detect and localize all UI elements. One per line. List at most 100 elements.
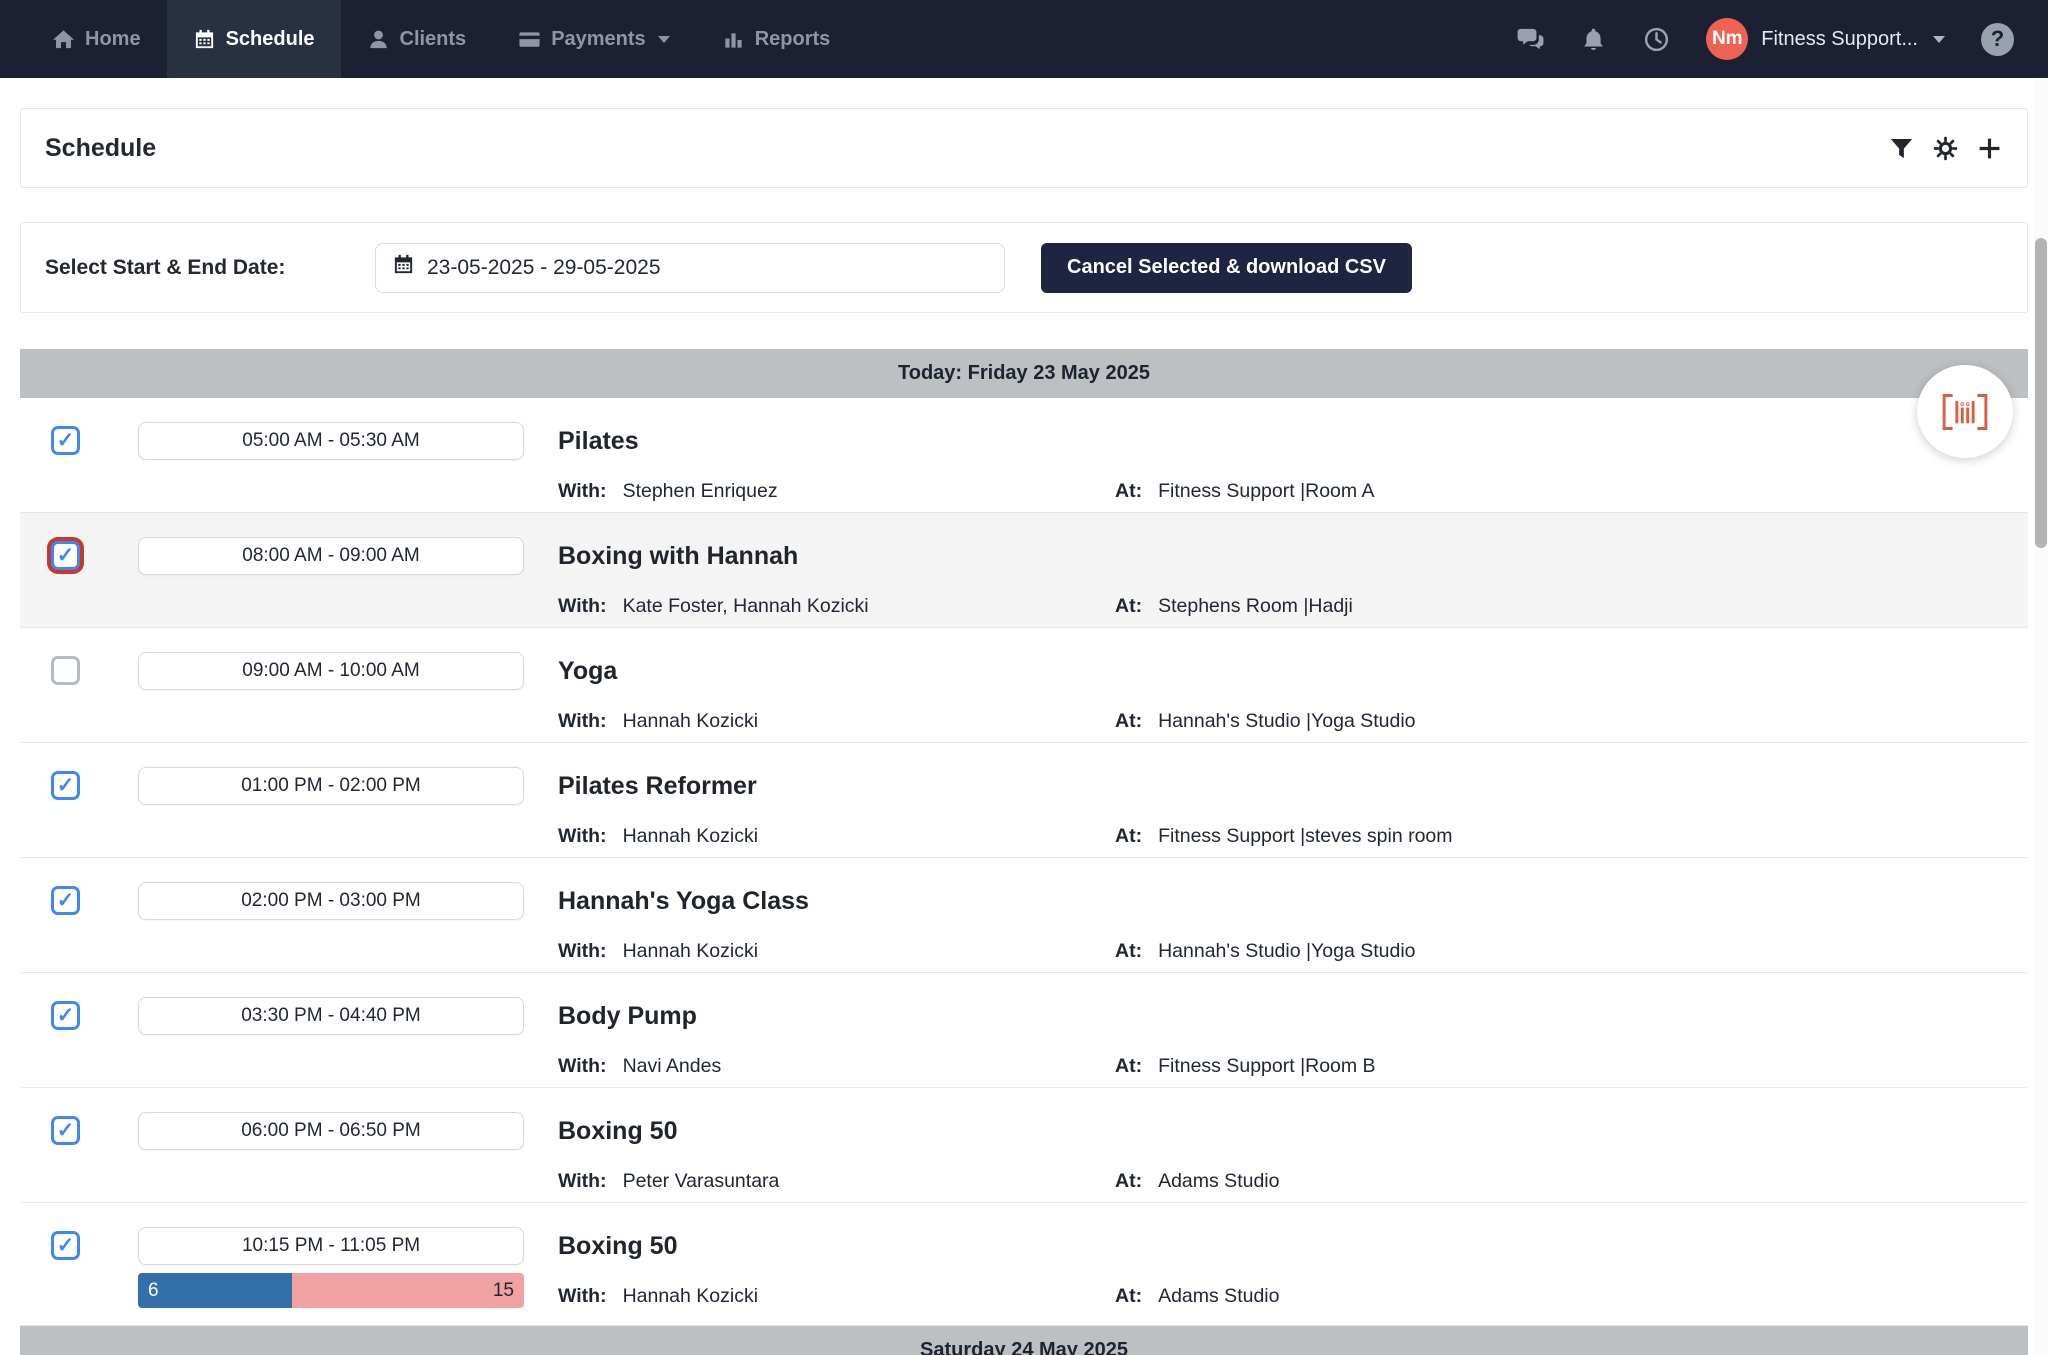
nav-item-label: Schedule — [226, 28, 315, 51]
bell-icon[interactable] — [1580, 26, 1607, 53]
class-title: Pilates Reformer — [558, 767, 2028, 805]
with-pair: With: Peter Varasuntara — [558, 1170, 1115, 1193]
location: Fitness Support |Room B — [1158, 1055, 1376, 1078]
row-checkbox[interactable] — [51, 771, 80, 800]
time-range-pill[interactable]: 02:00 PM - 03:00 PM — [138, 882, 524, 920]
class-cell: Yoga With: Hannah Kozicki At: Hannah's S… — [558, 652, 2028, 742]
nav-items: Home Schedule Clients Payments Reports — [26, 0, 856, 78]
time-cell: 10:15 PM - 11:05 PM 6 15 — [138, 1227, 558, 1325]
time-range-pill[interactable]: 03:30 PM - 04:40 PM — [138, 997, 524, 1035]
help-icon[interactable] — [1981, 23, 2014, 56]
time-cell: 02:00 PM - 03:00 PM — [138, 882, 558, 972]
cancel-download-csv-button[interactable]: Cancel Selected & download CSV — [1041, 243, 1412, 293]
with-pair: With: Hannah Kozicki — [558, 825, 1115, 848]
at-pair: At: Adams Studio — [1115, 1170, 2028, 1193]
top-navbar: Home Schedule Clients Payments Reports N… — [0, 0, 2048, 78]
time-range-pill[interactable]: 09:00 AM - 10:00 AM — [138, 652, 524, 690]
capacity-booked-count: 6 — [138, 1273, 292, 1308]
time-range-pill[interactable]: 06:00 PM - 06:50 PM — [138, 1112, 524, 1150]
row-checkbox[interactable] — [51, 1231, 80, 1260]
with-pair: With: Hannah Kozicki — [558, 1285, 1115, 1308]
time-cell: 09:00 AM - 10:00 AM — [138, 652, 558, 742]
filter-icon[interactable] — [1888, 135, 1915, 162]
class-cell: Body Pump With: Navi Andes At: Fitness S… — [558, 997, 2028, 1087]
trainer-names: Stephen Enriquez — [623, 480, 778, 503]
schedule-header-card: Schedule — [20, 108, 2028, 188]
schedule-row: 02:00 PM - 03:00 PM Hannah's Yoga Class … — [20, 858, 2028, 973]
capacity-total-count: 15 — [292, 1273, 524, 1308]
class-cell: Pilates Reformer With: Hannah Kozicki At… — [558, 767, 2028, 857]
at-pair: At: Fitness Support |Room B — [1115, 1055, 2028, 1078]
at-pair: At: Stephens Room |Hadji — [1115, 595, 2028, 618]
with-pair: With: Hannah Kozicki — [558, 940, 1115, 963]
row-checkbox[interactable] — [51, 886, 80, 915]
at-label: At: — [1115, 480, 1142, 503]
schedule-row: 09:00 AM - 10:00 AM Yoga With: Hannah Ko… — [20, 628, 2028, 743]
schedule-row: 10:15 PM - 11:05 PM 6 15 Boxing 50 With:… — [20, 1203, 2028, 1326]
clock-icon[interactable] — [1643, 26, 1670, 53]
row-checkbox[interactable] — [51, 1116, 80, 1145]
at-label: At: — [1115, 710, 1142, 733]
chat-icon[interactable] — [1517, 26, 1544, 53]
row-checkbox[interactable] — [51, 656, 80, 685]
location: Adams Studio — [1158, 1170, 1279, 1193]
row-checkbox[interactable] — [51, 426, 80, 455]
barcode-scan-button[interactable] — [1917, 365, 2013, 458]
date-filter-card: Select Start & End Date: 23-05-2025 - 29… — [20, 222, 2028, 313]
nav-item-clients[interactable]: Clients — [341, 0, 493, 78]
location: Fitness Support |Room A — [1158, 480, 1374, 503]
schedule-row: 01:00 PM - 02:00 PM Pilates Reformer Wit… — [20, 743, 2028, 858]
date-range-label: Select Start & End Date: — [45, 256, 375, 280]
time-cell: 03:30 PM - 04:40 PM — [138, 997, 558, 1087]
time-range-pill[interactable]: 01:00 PM - 02:00 PM — [138, 767, 524, 805]
time-range-pill[interactable]: 10:15 PM - 11:05 PM — [138, 1227, 524, 1265]
at-label: At: — [1115, 1170, 1142, 1193]
checkbox-cell — [20, 422, 138, 512]
date-range-value: 23-05-2025 - 29-05-2025 — [427, 256, 661, 280]
with-label: With: — [558, 710, 607, 733]
trainer-names: Peter Varasuntara — [623, 1170, 780, 1193]
trainer-names: Hannah Kozicki — [623, 1285, 759, 1308]
day-header-saturday: Saturday 24 May 2025 — [20, 1326, 2028, 1355]
at-label: At: — [1115, 595, 1142, 618]
nav-item-reports[interactable]: Reports — [696, 0, 857, 78]
date-range-input[interactable]: 23-05-2025 - 29-05-2025 — [375, 243, 1005, 293]
schedule-rows: 05:00 AM - 05:30 AM Pilates With: Stephe… — [20, 398, 2028, 1326]
trainer-names: Hannah Kozicki — [623, 825, 759, 848]
page-scrollbar — [2034, 78, 2048, 1355]
scrollbar-thumb[interactable] — [2035, 238, 2047, 548]
calendar-icon — [193, 28, 216, 51]
calendar-icon — [392, 253, 415, 282]
with-label: With: — [558, 595, 607, 618]
at-label: At: — [1115, 1055, 1142, 1078]
row-checkbox[interactable] — [51, 1001, 80, 1030]
class-title: Body Pump — [558, 997, 2028, 1035]
nav-item-label: Payments — [551, 28, 646, 51]
at-pair: At: Hannah's Studio |Yoga Studio — [1115, 940, 2028, 963]
nav-item-payments[interactable]: Payments — [492, 0, 696, 78]
user-name: Fitness Support... — [1761, 28, 1918, 51]
class-title: Yoga — [558, 652, 2028, 690]
row-checkbox[interactable] — [51, 541, 80, 570]
nav-item-label: Clients — [400, 28, 467, 51]
checkbox-cell — [20, 1227, 138, 1325]
trainer-names: Hannah Kozicki — [623, 940, 759, 963]
nav-item-schedule[interactable]: Schedule — [167, 0, 341, 78]
chevron-down-icon — [1933, 36, 1945, 43]
time-range-pill[interactable]: 05:00 AM - 05:30 AM — [138, 422, 524, 460]
class-title: Boxing 50 — [558, 1227, 2028, 1265]
checkbox-cell — [20, 882, 138, 972]
nav-item-home[interactable]: Home — [26, 0, 167, 78]
checkbox-cell — [20, 652, 138, 742]
user-menu[interactable]: Nm Fitness Support... — [1706, 18, 1945, 60]
checkbox-cell — [20, 767, 138, 857]
avatar: Nm — [1706, 18, 1748, 60]
trainer-names: Kate Foster, Hannah Kozicki — [623, 595, 869, 618]
time-range-pill[interactable]: 08:00 AM - 09:00 AM — [138, 537, 524, 575]
plus-icon[interactable] — [1976, 135, 2003, 162]
nav-item-label: Reports — [755, 28, 831, 51]
chevron-down-icon — [658, 36, 670, 43]
gear-icon[interactable] — [1932, 135, 1959, 162]
at-label: At: — [1115, 940, 1142, 963]
checkbox-cell — [20, 997, 138, 1087]
